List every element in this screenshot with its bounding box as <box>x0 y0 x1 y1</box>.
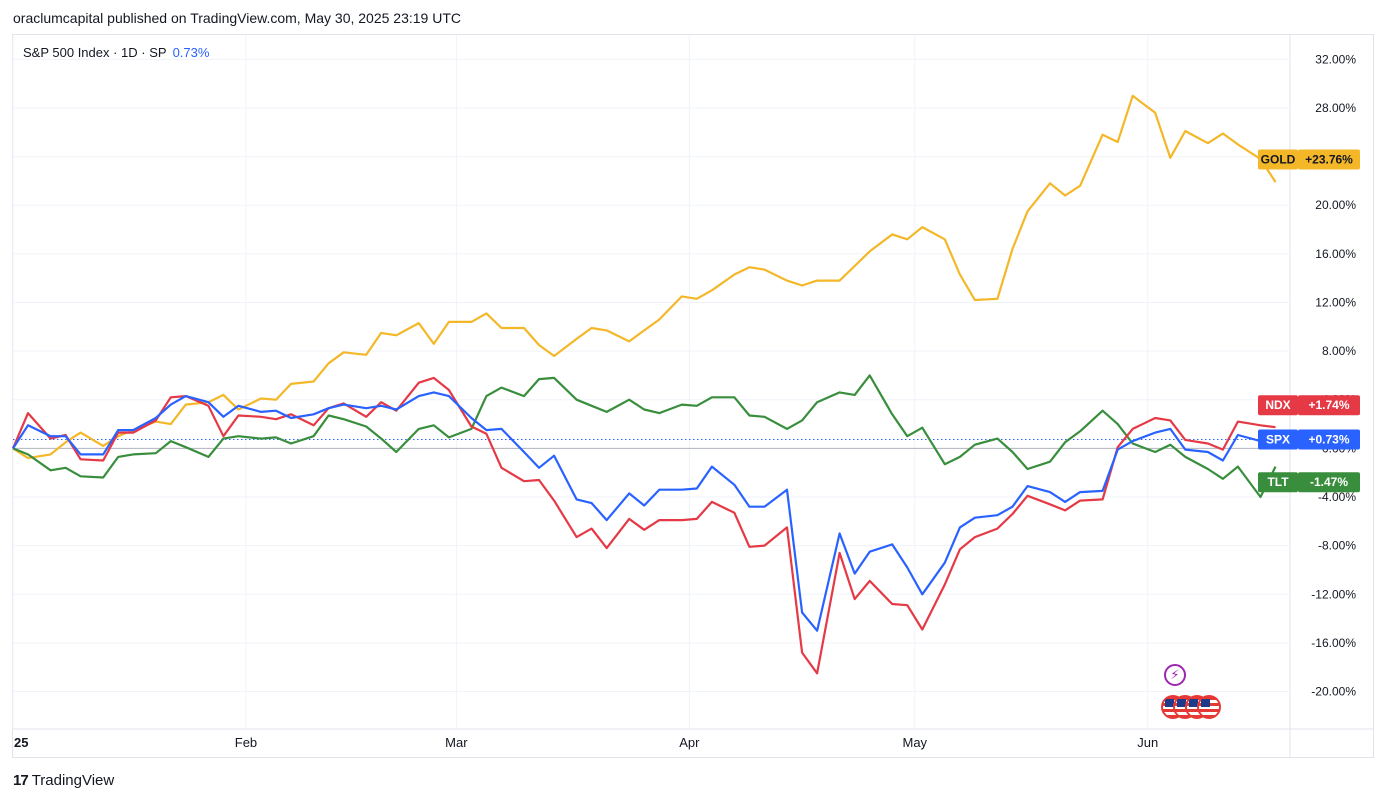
y-tick-label: 8.00% <box>1322 344 1356 358</box>
last-value-tag-spx: SPX +0.73% <box>1258 429 1360 450</box>
tag-symbol: GOLD <box>1261 152 1296 166</box>
tag-symbol-bg <box>1258 429 1298 450</box>
tag-symbol-bg <box>1258 395 1298 416</box>
tag-symbol-bg <box>1258 149 1298 170</box>
symbol-legend[interactable]: S&P 500 Index · 1D · SP 0.73% <box>23 45 209 60</box>
tag-value: +1.74% <box>1308 398 1349 412</box>
tag-value-bg <box>1298 149 1360 170</box>
footer-brand[interactable]: 17 TradingView <box>13 772 114 789</box>
y-tick-label: -16.00% <box>1311 636 1356 650</box>
x-axis: 25 Feb Mar Apr May Jun <box>14 735 1158 750</box>
tag-value-bg <box>1298 395 1360 416</box>
y-tick-label: 32.00% <box>1315 52 1356 66</box>
last-value-tag-tlt: TLT -1.47% <box>1258 472 1360 493</box>
y-tick-label: -20.00% <box>1311 685 1356 699</box>
lightning-bolt-icon[interactable]: ⚡ <box>1164 664 1186 686</box>
legend-change: 0.73% <box>172 45 210 60</box>
last-value-tag-ndx: NDX +1.74% <box>1258 395 1360 416</box>
series-line-tlt <box>12 374 1277 499</box>
y-tick-label: 28.00% <box>1315 101 1356 115</box>
y-tick-label: -4.00% <box>1318 490 1356 504</box>
last-value-tag-gold: GOLD +23.76% <box>1258 149 1360 170</box>
us-flag-icon[interactable] <box>1197 695 1221 719</box>
series-line-gold <box>12 94 1277 460</box>
tradingview-logo: 17 <box>13 772 29 789</box>
x-tick-label: Mar <box>445 735 468 750</box>
x-tick-label: Jun <box>1137 735 1158 750</box>
series-layer <box>11 94 1277 675</box>
tag-value: +0.73% <box>1308 432 1349 446</box>
y-tick-label: 20.00% <box>1315 198 1356 212</box>
tag-symbol: SPX <box>1266 432 1290 446</box>
y-tick-label: 16.00% <box>1315 247 1356 261</box>
last-value-tags: GOLD +23.76% TLT -1.47% NDX +1.74% SPX +0.73% <box>1258 149 1360 493</box>
series-line-ndx <box>11 376 1276 675</box>
x-tick-label: 25 <box>14 735 28 750</box>
y-tick-label: 12.00% <box>1315 295 1356 309</box>
us-flag-icon[interactable] <box>1161 695 1227 721</box>
x-tick-label: Apr <box>679 735 700 750</box>
y-axis: 32.00%28.00%24.00%20.00%16.00%12.00%8.00… <box>1311 52 1356 698</box>
series-line-spx <box>12 391 1276 632</box>
tag-symbol: NDX <box>1265 398 1290 412</box>
tag-value: +23.76% <box>1305 152 1353 166</box>
tag-value-bg <box>1298 429 1360 450</box>
zero-reference-lines <box>13 438 1290 449</box>
tag-symbol: TLT <box>1267 475 1289 489</box>
legend-title: S&P 500 Index · 1D · SP <box>23 45 167 60</box>
published-by-text: oraclumcapital published on TradingView.… <box>13 10 461 26</box>
tag-symbol-bg <box>1258 472 1298 493</box>
tag-value-bg <box>1298 472 1360 493</box>
tag-value: -1.47% <box>1310 475 1348 489</box>
y-tick-label: -12.00% <box>1311 587 1356 601</box>
y-tick-label: -8.00% <box>1318 539 1356 553</box>
chart-pane[interactable] <box>12 34 1374 758</box>
brand-name: TradingView <box>31 772 115 789</box>
x-tick-label: Feb <box>235 735 257 750</box>
chart-grid <box>12 35 1374 757</box>
x-tick-label: May <box>902 735 927 750</box>
